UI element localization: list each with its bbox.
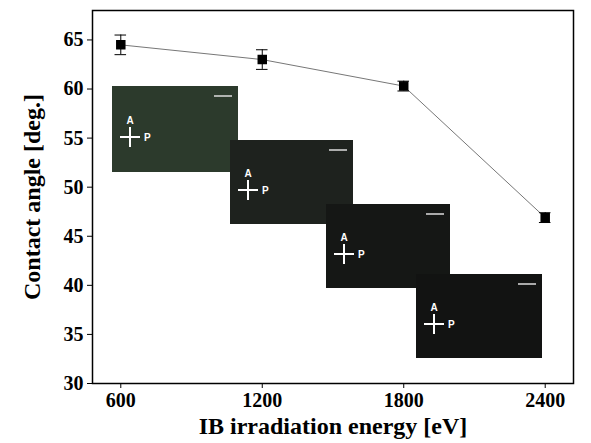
svg-text:P: P <box>448 319 455 330</box>
svg-text:A: A <box>244 168 251 179</box>
svg-text:60: 60 <box>64 77 84 99</box>
svg-text:P: P <box>262 185 269 196</box>
svg-text:35: 35 <box>64 323 84 345</box>
svg-text:600: 600 <box>106 389 136 411</box>
svg-text:A: A <box>430 302 437 313</box>
svg-text:65: 65 <box>64 28 84 50</box>
svg-text:P: P <box>144 132 151 143</box>
svg-text:30: 30 <box>64 372 84 394</box>
svg-text:1200: 1200 <box>242 389 282 411</box>
svg-text:P: P <box>358 249 365 260</box>
svg-text:45: 45 <box>64 225 84 247</box>
svg-text:IB irradiation energy [eV]: IB irradiation energy [eV] <box>199 413 468 439</box>
svg-text:A: A <box>340 232 347 243</box>
svg-text:2400: 2400 <box>525 389 565 411</box>
svg-text:55: 55 <box>64 127 84 149</box>
svg-text:50: 50 <box>64 176 84 198</box>
svg-text:1800: 1800 <box>384 389 424 411</box>
svg-text:Contact angle [deg.]: Contact angle [deg.] <box>19 94 45 300</box>
svg-text:A: A <box>126 115 133 126</box>
svg-text:40: 40 <box>64 274 84 296</box>
